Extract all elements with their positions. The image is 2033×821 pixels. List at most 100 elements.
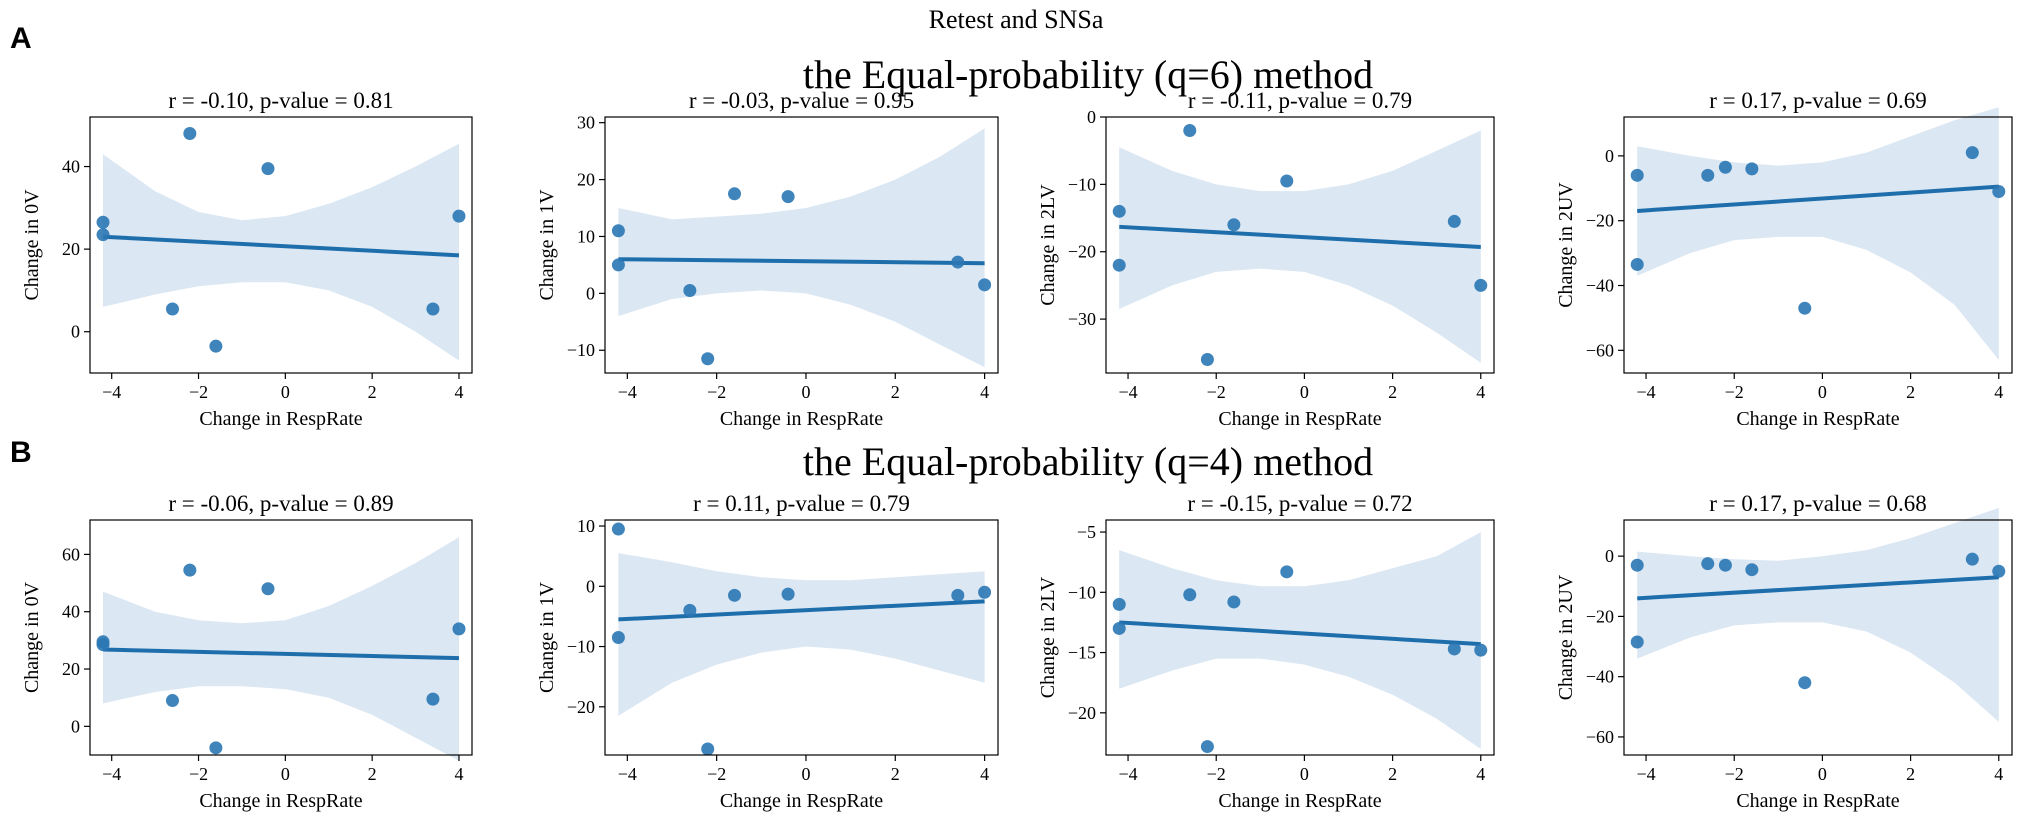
row1-chart3-confidence-band — [1119, 130, 1481, 363]
row1-chart2-point-5 — [728, 187, 742, 201]
row1-chart1-point-3 — [165, 302, 179, 316]
row2-chart4-regression-line — [1637, 575, 1999, 601]
row1-chart4-point-8 — [1992, 185, 2006, 199]
row2-chart1-xtick-label: 4 — [454, 764, 463, 784]
row2-chart3-ytick-label: −5 — [1077, 522, 1096, 542]
row1-chart1-regression-line — [102, 234, 460, 258]
row1-chart1-xtick-label: 0 — [281, 382, 290, 402]
row2-chart2-xtick-label: 4 — [980, 764, 989, 784]
row-a-title: the Equal-probability (q=6) method — [803, 52, 1373, 97]
row1-chart2-xlabel: Change in RespRate — [720, 408, 883, 430]
row2-chart3-point-6 — [1280, 565, 1294, 579]
row2-chart2-point-8 — [978, 585, 992, 599]
row1-chart1-point-1 — [96, 215, 110, 229]
row2-chart3-point-3 — [1183, 588, 1197, 602]
row2-chart2-xtick-label: 2 — [891, 764, 900, 784]
row2-chart2-point-7 — [951, 588, 965, 602]
row2-chart1-ytick-label: 40 — [62, 602, 80, 622]
row2-chart1-regression-line — [102, 647, 460, 661]
row1-chart4-xlabel: Change in RespRate — [1736, 408, 1899, 430]
row2-chart4-xlabel: Change in RespRate — [1736, 790, 1899, 812]
row1-chart3-xtick-label: 0 — [1300, 382, 1309, 402]
row2-chart4-point-8 — [1992, 564, 2006, 578]
row1-chart4-point-7 — [1965, 146, 1979, 160]
row1-chart4-ytick-label: −20 — [1586, 211, 1614, 231]
row1-chart3-point-8 — [1474, 278, 1488, 292]
row1-chart1-xtick-label: −4 — [102, 382, 121, 402]
row1-chart3-xtick-label: 4 — [1476, 382, 1485, 402]
row1-chart2-point-6 — [781, 190, 795, 204]
row2-chart2: r = 0.11, p-value = 0.79−4 −2 0 2 4−20−10010… — [536, 491, 999, 812]
row1-chart4-point-2 — [1630, 257, 1644, 271]
row2-chart3: r = -0.15, p-value = 0.72−4 −2 0 2 4−20−15−1… — [1037, 491, 1495, 812]
row2-chart1-ytick-label: 0 — [71, 716, 80, 736]
row1-chart2-xtick-label: 0 — [801, 382, 810, 402]
row1-chart2-point-4 — [701, 352, 715, 366]
row1-chart1-point-6 — [261, 162, 275, 176]
row2-chart3-point-1 — [1112, 597, 1126, 611]
row2-chart2-ytick-label: 0 — [586, 576, 595, 596]
row2-chart3-ytick-label: −10 — [1068, 582, 1096, 602]
row1-chart1-title: r = -0.10, p-value = 0.81 — [168, 88, 393, 113]
row1-chart2-point-7 — [951, 255, 965, 269]
row1-chart4-title: r = 0.17, p-value = 0.69 — [1709, 88, 1927, 113]
row2-chart1-axes-frame — [89, 519, 473, 756]
row1-chart1-ytick-label: 20 — [62, 239, 80, 259]
row2-chart3-xtick-label: 0 — [1300, 764, 1309, 784]
row2-chart1-point-4 — [183, 563, 197, 577]
row1-chart4-ytick-label: −60 — [1586, 340, 1614, 360]
row1-chart3-title: r = -0.11, p-value = 0.79 — [1188, 88, 1412, 113]
row2-chart2-xtick-label: −2 — [707, 764, 726, 784]
row1-chart3-axes-frame — [1105, 116, 1495, 374]
row2-chart4-xtick-label: 4 — [1994, 764, 2003, 784]
row1-chart2: r = -0.03, p-value = 0.95 −4 −2 0 2 4 −10 0 10 20… — [536, 88, 999, 430]
row1-chart3-point-7 — [1447, 214, 1461, 228]
row2-chart2-ytick-label: −20 — [567, 697, 595, 717]
row1-chart4-xtick-label: 2 — [1906, 382, 1915, 402]
row2-chart1-point-3 — [165, 694, 179, 708]
figure-suptitle: Retest and SNSa — [929, 5, 1104, 34]
row2-chart3-confidence-band — [1119, 532, 1481, 749]
row1-chart1-point-4 — [183, 127, 197, 141]
row1-chart4: r = 0.17, p-value = 0.69−4 −2 0 2 4−60−40−20… — [1555, 88, 2013, 430]
row1-chart3-ytick-label: −20 — [1068, 242, 1096, 262]
row1-chart1-confidence-band — [103, 143, 459, 361]
row1-chart3-point-4 — [1200, 353, 1214, 367]
row2-chart3-xlabel: Change in RespRate — [1218, 790, 1381, 812]
row1-chart4-ytick-label: −40 — [1586, 276, 1614, 296]
row2-chart2-xtick-label: −4 — [618, 764, 637, 784]
row2-chart4-ytick-label: −60 — [1586, 727, 1614, 747]
row2-chart4-point-6 — [1798, 676, 1812, 690]
row1-chart3-ylabel: Change in 2LV — [1037, 184, 1059, 306]
row1-chart3-ytick-label: −10 — [1068, 174, 1096, 194]
row1-chart4-point-1 — [1630, 168, 1644, 182]
row2-chart4-ytick-label: 0 — [1605, 546, 1614, 566]
row1-chart1-axes-frame — [89, 116, 473, 374]
row1-chart2-ytick-label: 30 — [577, 113, 595, 133]
row1-chart2-point-8 — [978, 278, 992, 292]
row1-chart4-confidence-band — [1637, 107, 1999, 360]
row2-chart4-xtick-label: −2 — [1725, 764, 1744, 784]
row1-chart4-xtick-label: 0 — [1818, 382, 1827, 402]
row2-chart3-xtick-label: −2 — [1207, 764, 1226, 784]
row2-chart1-point-6 — [261, 582, 275, 596]
row1-chart3-regression-line — [1119, 224, 1481, 250]
row1-chart2-regression-line — [618, 257, 985, 266]
row1-chart3-point-1 — [1112, 204, 1126, 218]
row1-chart2-point-3 — [683, 284, 697, 298]
row2-chart1-xlabel: Change in RespRate — [199, 790, 362, 812]
row2-chart3-xtick-label: 4 — [1476, 764, 1485, 784]
row1-chart2-title: r = -0.03, p-value = 0.95 — [689, 88, 914, 113]
row1-chart3-point-2 — [1112, 258, 1126, 272]
row2-chart3-point-4 — [1200, 740, 1214, 754]
row1-chart2-point-2 — [611, 258, 625, 272]
row1-chart4-xtick-label: −2 — [1725, 382, 1744, 402]
row2-chart4-xtick-label: 0 — [1818, 764, 1827, 784]
row1-chart1-ylabel: Change in 0V — [21, 189, 43, 301]
row2-chart4-point-7 — [1965, 552, 1979, 566]
row1-chart3-ytick-label: 0 — [1087, 107, 1096, 127]
row1-chart2-ytick-label: 20 — [577, 170, 595, 190]
row1-chart2-xtick-label: −2 — [707, 382, 726, 402]
row1-chart1-xtick-label: 4 — [454, 382, 463, 402]
